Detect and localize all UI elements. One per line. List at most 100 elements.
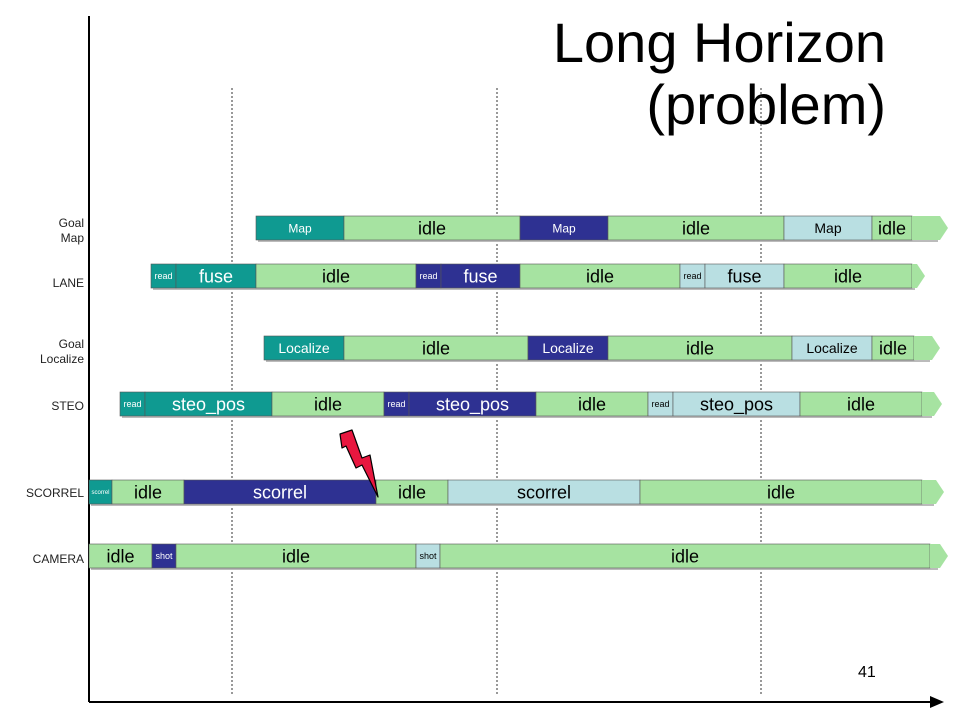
segment-idle-label: idle bbox=[682, 218, 710, 238]
segment-idle-block bbox=[439, 543, 931, 569]
segment-Map-label: Map bbox=[552, 221, 576, 235]
row-arrowhead bbox=[922, 392, 942, 416]
segment-idle-label: idle bbox=[879, 338, 907, 358]
segment-Map-block bbox=[255, 215, 345, 241]
row-scorrel: scorrel idle scorrel idle scorrel idle bbox=[88, 479, 944, 506]
segment-Localize-block bbox=[791, 335, 873, 361]
segment-read-label: read bbox=[387, 399, 405, 409]
row-label-scorrel: SCORREL bbox=[25, 486, 84, 500]
segment-read-label: read bbox=[683, 271, 701, 281]
segment-idle-label: idle bbox=[322, 266, 350, 286]
segment-read-block bbox=[150, 263, 177, 289]
segment-idle-block bbox=[871, 215, 913, 241]
segment-scorrel-block bbox=[183, 479, 377, 505]
segment-idle-block bbox=[375, 479, 449, 505]
segment-idle-label: idle bbox=[767, 482, 795, 502]
row-shadow bbox=[91, 504, 934, 506]
segment-fuse-block bbox=[440, 263, 521, 289]
row-shadow bbox=[258, 240, 938, 242]
segment-idle-block bbox=[871, 335, 915, 361]
lightning-bolt-icon bbox=[339, 429, 379, 498]
segment-read-label: read bbox=[123, 399, 141, 409]
segment-idle-block bbox=[255, 263, 417, 289]
segment-idle-label: idle bbox=[398, 482, 426, 502]
segment-Localize-label: Localize bbox=[806, 340, 858, 356]
row-shadow bbox=[91, 568, 938, 570]
segment-idle-label: idle bbox=[422, 338, 450, 358]
segment-steo_pos-block bbox=[672, 391, 801, 417]
segment-idle-block bbox=[607, 335, 793, 361]
segment-idle-label: idle bbox=[314, 394, 342, 414]
segment-read-label: read bbox=[651, 399, 669, 409]
segment-shot-label: shot bbox=[155, 551, 173, 561]
segment-idle-label: idle bbox=[847, 394, 875, 414]
segment-idle-label: idle bbox=[878, 218, 906, 238]
segment-Localize-label: Localize bbox=[278, 340, 330, 356]
segment-steo_pos-label: steo_pos bbox=[700, 394, 773, 415]
row-shadow bbox=[153, 288, 915, 290]
segment-Localize-block bbox=[263, 335, 345, 361]
segment-idle-label: idle bbox=[282, 546, 310, 566]
row-label-goal-map: Goal Map bbox=[58, 216, 84, 245]
segment-fuse-block bbox=[175, 263, 257, 289]
segment-idle-block bbox=[783, 263, 913, 289]
row-label-camera: CAMERA bbox=[32, 552, 84, 566]
segment-Map-block bbox=[783, 215, 873, 241]
row-shadow bbox=[122, 416, 932, 418]
segment-fuse-label: fuse bbox=[199, 266, 233, 286]
row-camera: idle shot idle shot idle bbox=[88, 543, 948, 570]
segment-idle-block bbox=[175, 543, 417, 569]
segment-read-label: read bbox=[154, 271, 172, 281]
segment-read-label: read bbox=[419, 271, 437, 281]
segment-idle-block bbox=[343, 215, 521, 241]
segment-idle-label: idle bbox=[418, 218, 446, 238]
segment-Map-label: Map bbox=[288, 221, 312, 235]
row-label-steo: STEO bbox=[51, 399, 84, 413]
segment-Localize-block bbox=[527, 335, 609, 361]
segment-scorrel-label: scorrel bbox=[91, 490, 109, 496]
segment-read-block bbox=[415, 263, 442, 289]
x-axis-arrowhead bbox=[930, 696, 944, 708]
segment-scorrel-label: scorrel bbox=[253, 482, 307, 502]
segment-shot-label: shot bbox=[419, 551, 437, 561]
row-arrowhead bbox=[922, 480, 944, 504]
segment-idle-label: idle bbox=[106, 546, 134, 566]
segment-idle-block bbox=[607, 215, 785, 241]
segment-idle-block bbox=[519, 263, 681, 289]
row-steo: read steo_pos idle read steo_pos idle read steo… bbox=[119, 391, 942, 418]
segment-idle-label: idle bbox=[586, 266, 614, 286]
segment-shot-block bbox=[415, 543, 441, 569]
row-arrowhead bbox=[912, 264, 925, 288]
segment-fuse-label: fuse bbox=[727, 266, 761, 286]
segment-steo_pos-label: steo_pos bbox=[436, 394, 509, 415]
segment-idle-block bbox=[799, 391, 923, 417]
segment-idle-block bbox=[343, 335, 529, 361]
segment-idle-label: idle bbox=[834, 266, 862, 286]
segment-Map-label: Map bbox=[814, 220, 841, 236]
segment-idle-label: idle bbox=[671, 546, 699, 566]
segment-idle-label: idle bbox=[686, 338, 714, 358]
row-arrowhead bbox=[912, 216, 948, 240]
segment-read-block bbox=[119, 391, 146, 417]
row-shadow bbox=[266, 360, 930, 362]
row-goal-localize: Localize idle Localize idle Localize idle bbox=[263, 335, 940, 362]
segment-read-block bbox=[383, 391, 410, 417]
segment-idle-block bbox=[639, 479, 923, 505]
segment-steo_pos-block bbox=[408, 391, 537, 417]
slide-title: Long Horizon (problem) bbox=[286, 12, 886, 136]
row-label-lane: LANE bbox=[52, 276, 84, 290]
segment-read-block bbox=[647, 391, 674, 417]
segment-idle-label: idle bbox=[134, 482, 162, 502]
row-lane: read fuse idle read fuse idle read fuse idle bbox=[150, 263, 925, 290]
row-arrowhead bbox=[930, 544, 948, 568]
title-line-2: (problem) bbox=[646, 73, 886, 136]
title-line-1: Long Horizon bbox=[552, 11, 886, 74]
segment-scorrel-label: scorrel bbox=[517, 482, 571, 502]
row-arrowhead bbox=[914, 336, 940, 360]
segment-steo_pos-label: steo_pos bbox=[172, 394, 245, 415]
slide-number: 41 bbox=[858, 664, 876, 681]
segment-idle-block bbox=[111, 479, 185, 505]
segment-fuse-label: fuse bbox=[463, 266, 497, 286]
row-goal-map: Map idle Map idle Map idle bbox=[255, 215, 948, 242]
